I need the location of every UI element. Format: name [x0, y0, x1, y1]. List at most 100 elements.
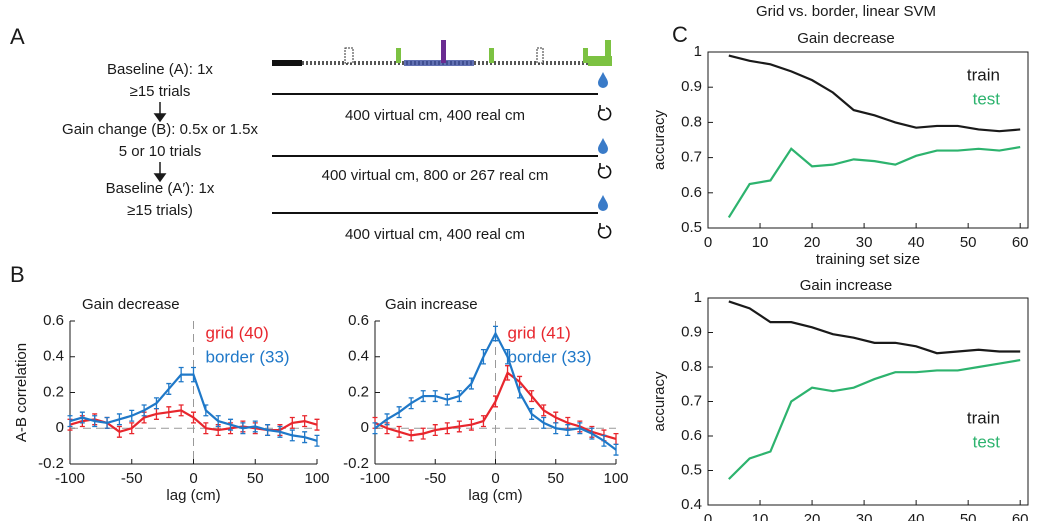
arrows — [153, 102, 167, 183]
plot-frame — [707, 297, 1029, 506]
error-bar — [493, 395, 498, 408]
panel-label: A — [10, 24, 25, 49]
track-label: 400 virtual cm, 400 real cm — [345, 107, 525, 124]
error-bar — [420, 427, 426, 440]
y-tick-label: 0.6 — [681, 427, 702, 444]
x-tick-label: 60 — [1012, 234, 1029, 251]
error-bar — [493, 325, 498, 342]
error-bar — [129, 409, 135, 422]
error-bar — [432, 390, 438, 403]
error-bar — [289, 429, 295, 442]
y-tick-label: 0.2 — [348, 383, 369, 400]
error-bar — [456, 390, 462, 403]
y-axis-label: A-B correlation — [13, 343, 30, 442]
error-bar — [517, 386, 523, 399]
water-drops — [598, 72, 608, 211]
error-bar — [553, 422, 559, 435]
error-bar — [178, 404, 184, 417]
y-tick-label: 0.4 — [348, 348, 369, 365]
series-line — [728, 359, 1021, 480]
x-tick-label: 50 — [547, 470, 564, 487]
phase-name: Baseline (A′): 1x — [106, 180, 215, 197]
y-tick-label: 0.2 — [43, 383, 64, 400]
track-label: 400 virtual cm, 800 or 267 real cm — [322, 167, 549, 184]
error-bar — [505, 348, 511, 365]
error-bar — [541, 416, 547, 429]
phase-trials: 5 or 10 trials — [119, 143, 202, 160]
legend-entry: grid (41) — [508, 323, 571, 342]
error-bar — [203, 422, 209, 435]
x-tick-label: 60 — [1012, 511, 1029, 521]
error-bar — [372, 422, 378, 435]
error-bar — [265, 424, 271, 437]
reset-icons — [597, 105, 612, 239]
error-bar — [116, 425, 122, 438]
error-bar — [456, 420, 462, 433]
legend-entry: train — [967, 65, 1000, 84]
x-tick-label: 100 — [304, 470, 329, 487]
error-bar — [396, 406, 402, 419]
error-bar — [166, 382, 172, 395]
error-bar — [468, 377, 474, 390]
y-tick-label: 0 — [361, 419, 369, 436]
y-tick-label: 0.5 — [681, 219, 702, 236]
y-tick-label: 0.6 — [43, 312, 64, 329]
error-bar — [141, 404, 147, 417]
legend-entry: grid (40) — [206, 323, 269, 342]
x-tick-label: 0 — [189, 470, 197, 487]
plot-frame — [707, 51, 1029, 229]
error-bar — [480, 415, 486, 428]
error-bar — [153, 397, 159, 410]
error-bar — [432, 424, 438, 437]
error-bar — [191, 366, 196, 383]
y-tick-label: 1 — [694, 43, 702, 60]
track-lines — [272, 93, 598, 214]
y-tick-label: 0.8 — [681, 113, 702, 130]
y-tick-label: 0.7 — [681, 149, 702, 166]
error-bar — [67, 415, 73, 428]
chart-title: Gain decrease — [797, 30, 895, 47]
x-tick-label: 10 — [752, 511, 769, 521]
x-tick-label: 30 — [856, 234, 873, 251]
chart-title: Gain increase — [800, 277, 893, 294]
x-tick-label: -100 — [55, 470, 85, 487]
error-bar — [314, 434, 320, 447]
x-tick-label: 0 — [491, 470, 499, 487]
y-tick-label: -0.2 — [343, 455, 369, 472]
error-bar — [314, 418, 320, 431]
x-axis-label: lag (cm) — [468, 487, 522, 504]
y-axis-label: accuracy — [651, 371, 668, 432]
error-bar — [480, 348, 486, 365]
legend-entry: test — [973, 432, 1001, 451]
y-tick-label: 0.6 — [348, 312, 369, 329]
x-tick-label: 20 — [804, 234, 821, 251]
error-bar — [104, 416, 110, 429]
phase-trials: ≥15 trials — [130, 83, 191, 100]
x-axis-label: lag (cm) — [166, 487, 220, 504]
y-tick-label: 0.7 — [681, 392, 702, 409]
panel-label: C — [672, 22, 688, 47]
x-tick-label: 20 — [804, 511, 821, 521]
error-bar — [302, 431, 308, 444]
error-bar — [396, 425, 402, 438]
error-bar — [505, 365, 511, 381]
y-tick-label: -0.2 — [38, 455, 64, 472]
error-bar — [79, 411, 85, 424]
error-bar — [240, 422, 246, 435]
y-tick-label: 0 — [56, 419, 64, 436]
x-tick-label: 50 — [247, 470, 264, 487]
error-bar — [178, 366, 184, 383]
series-line — [728, 300, 1021, 355]
y-tick-label: 0.4 — [43, 348, 64, 365]
x-tick-label: 50 — [960, 511, 977, 521]
error-bar — [228, 418, 234, 431]
track-schematic — [272, 40, 612, 66]
y-tick-label: 0.5 — [681, 461, 702, 478]
x-tick-label: 30 — [856, 511, 873, 521]
legend-entry: border (33) — [206, 347, 290, 366]
error-bar — [444, 393, 450, 406]
error-bar — [420, 390, 426, 403]
x-tick-label: 40 — [908, 511, 925, 521]
